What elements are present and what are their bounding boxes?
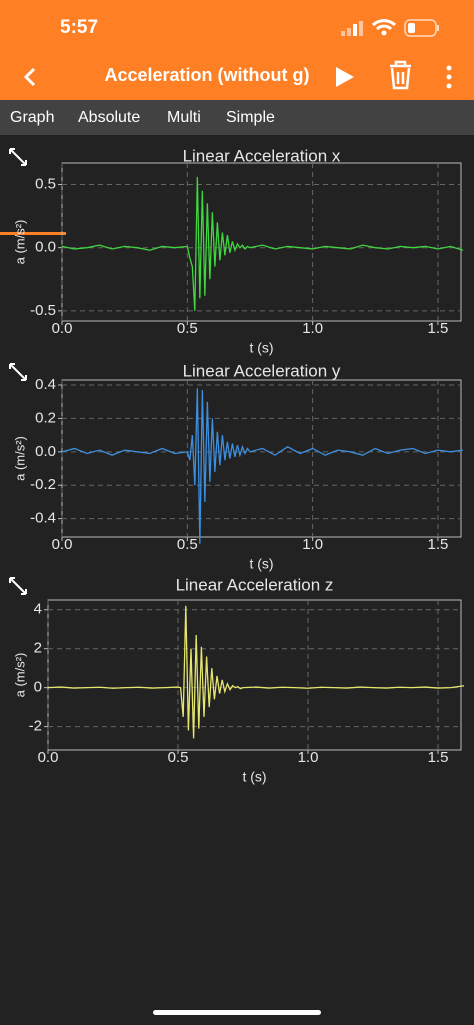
x-tick-label: 0.0	[52, 320, 73, 337]
delete-button[interactable]	[390, 60, 411, 90]
y-tick-label: -0.4	[30, 510, 56, 527]
x-tick-label: 1.5	[428, 320, 449, 337]
tab[interactable]: Graph	[10, 109, 55, 126]
expand-button[interactable]	[9, 577, 27, 595]
chart-title: Linear Acceleration z	[176, 575, 334, 594]
y-tick-label: -2	[29, 718, 42, 735]
y-axis-label: a (m/s²)	[12, 436, 27, 481]
charts: Linear Acceleration x t (s) a (m/s²) 0.0 0.5…	[9, 146, 465, 785]
x-axis-label: t (s)	[249, 340, 273, 356]
y-tick-label: 2	[34, 640, 42, 657]
x-tick-label: 0.5	[168, 749, 189, 766]
chart-title: Linear Acceleration y	[183, 361, 341, 380]
y-tick-label: 0.5	[35, 175, 56, 192]
y-tick-label: 0.0	[35, 239, 56, 256]
y-tick-label: 0.0	[35, 443, 56, 460]
y-tick-label: -0.2	[30, 476, 56, 493]
home-indicator	[153, 1010, 321, 1015]
data-line	[47, 605, 465, 739]
x-tick-label: 0.0	[52, 536, 73, 553]
x-axis-label: t (s)	[249, 556, 273, 572]
expand-button[interactable]	[9, 148, 27, 166]
plot-frame	[47, 599, 462, 751]
status-time: 5:57	[60, 17, 99, 38]
toolbar-title: Acceleration (without g)	[104, 65, 310, 85]
plot-frame	[61, 379, 462, 538]
x-tick-label: 1.5	[428, 749, 449, 766]
bar-icons	[23, 19, 452, 90]
x-tick-label: 1.0	[302, 320, 323, 337]
x-tick-label: 0.5	[177, 320, 198, 337]
x-tick-label: 1.0	[298, 749, 319, 766]
menu-button[interactable]	[446, 65, 452, 89]
plot-frame	[61, 162, 462, 322]
y-axis-label: a (m/s²)	[12, 220, 27, 265]
x-axis-label: t (s)	[242, 769, 266, 785]
x-tick-label: 0.5	[177, 536, 198, 553]
tab[interactable]: Simple	[226, 109, 275, 126]
chart-title: Linear Acceleration x	[183, 146, 341, 165]
y-tick-label: 0	[34, 679, 42, 696]
tab[interactable]: Absolute	[78, 109, 141, 126]
y-tick-label: 0.4	[35, 376, 56, 393]
x-tick-label: 1.5	[428, 536, 449, 553]
tab-indicator	[0, 232, 66, 235]
x-tick-label: 0.0	[38, 749, 59, 766]
expand-button[interactable]	[9, 363, 27, 381]
back-button[interactable]	[23, 67, 36, 87]
tab-bar: Graph Absolute Multi Simple	[0, 100, 474, 235]
y-tick-label: 0.2	[35, 409, 56, 426]
data-line	[61, 388, 464, 544]
tab[interactable]: Multi	[167, 109, 201, 126]
data-line	[61, 176, 464, 311]
app-bar: 5:57 Acceleration (without g)	[0, 0, 474, 100]
y-tick-label: -0.5	[30, 302, 56, 319]
y-axis-label: a (m/s²)	[12, 653, 27, 698]
play-button[interactable]	[336, 67, 354, 87]
y-tick-label: 4	[34, 601, 42, 618]
x-tick-label: 1.0	[302, 536, 323, 553]
